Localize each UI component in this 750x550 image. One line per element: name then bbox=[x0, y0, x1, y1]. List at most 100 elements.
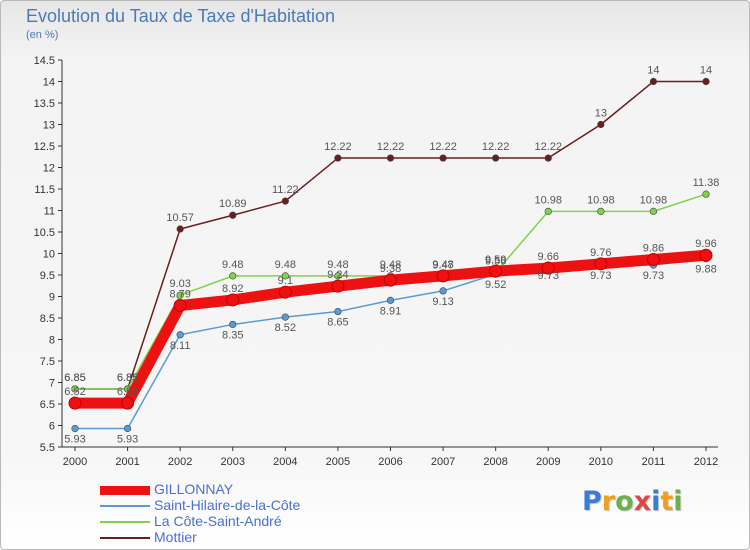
data-label: 9.48 bbox=[327, 259, 348, 271]
x-tick-label: 2005 bbox=[326, 456, 350, 468]
y-tick-label: 13.5 bbox=[34, 98, 55, 110]
data-point bbox=[176, 291, 184, 299]
x-tick-label: 2003 bbox=[221, 456, 245, 468]
data-label: 9.48 bbox=[432, 259, 453, 271]
logo-letter: r bbox=[601, 486, 616, 517]
data-point bbox=[384, 273, 397, 287]
x-tick-label: 2012 bbox=[694, 456, 718, 468]
data-point bbox=[439, 154, 447, 162]
legend-swatch bbox=[100, 537, 150, 539]
data-label: 10.57 bbox=[166, 212, 194, 224]
data-point bbox=[702, 190, 710, 198]
data-label: 9.66 bbox=[538, 251, 559, 263]
data-point bbox=[334, 154, 342, 162]
y-tick-label: 12 bbox=[43, 163, 55, 175]
data-label: 9.96 bbox=[695, 238, 716, 250]
data-label: 12.22 bbox=[534, 141, 562, 153]
legend-label: Saint-Hilaire-de-la-Côte bbox=[154, 497, 301, 513]
logo-letter: P bbox=[582, 486, 602, 517]
data-point bbox=[597, 120, 605, 129]
x-tick-label: 2004 bbox=[273, 456, 297, 468]
x-tick-label: 2000 bbox=[63, 456, 87, 468]
x-tick-label: 2010 bbox=[589, 456, 613, 468]
data-point bbox=[71, 424, 79, 433]
y-tick-label: 8.5 bbox=[40, 313, 55, 325]
y-tick-label: 5.5 bbox=[40, 442, 55, 454]
data-label: 8.92 bbox=[222, 283, 243, 295]
data-label: 11.22 bbox=[272, 184, 299, 196]
data-point bbox=[229, 272, 237, 280]
data-label: 10.98 bbox=[587, 194, 615, 206]
y-tick-label: 9 bbox=[49, 292, 55, 304]
data-point bbox=[123, 424, 132, 433]
legend-swatch bbox=[100, 521, 150, 523]
x-tick-label: 2007 bbox=[431, 456, 455, 468]
logo-letter: i bbox=[673, 486, 683, 517]
data-label: 9.76 bbox=[590, 247, 611, 259]
data-label: 8.65 bbox=[327, 317, 348, 329]
data-label: 6.52 bbox=[64, 386, 85, 398]
data-label: 8.35 bbox=[222, 329, 243, 341]
data-label: 9.86 bbox=[643, 243, 664, 255]
data-point bbox=[278, 285, 292, 299]
x-tick-label: 2008 bbox=[483, 456, 507, 468]
y-tick-label: 6.5 bbox=[40, 399, 55, 411]
logo-letter: x bbox=[633, 486, 652, 517]
data-label: 9.03 bbox=[169, 278, 190, 290]
data-point bbox=[173, 299, 187, 313]
proxiti-logo: Proxiti bbox=[582, 486, 683, 517]
data-point bbox=[386, 154, 395, 162]
data-point bbox=[649, 207, 658, 215]
data-label: 8.11 bbox=[170, 340, 191, 352]
data-label: 9.47 bbox=[432, 259, 453, 271]
logo-letter: o bbox=[615, 486, 634, 517]
data-label: 9.73 bbox=[590, 270, 611, 282]
y-tick-label: 11.5 bbox=[34, 184, 55, 196]
legend-label: Mottier bbox=[154, 529, 197, 545]
x-tick-label: 2011 bbox=[642, 456, 666, 468]
chart-title: Evolution du Taux de Taxe d'Habitation bbox=[26, 6, 335, 26]
data-label: 10.89 bbox=[219, 198, 247, 210]
data-label: 9.48 bbox=[222, 259, 243, 271]
y-tick-label: 14.5 bbox=[34, 55, 55, 67]
data-label: 6.85 bbox=[64, 372, 85, 384]
y-tick-label: 11 bbox=[44, 206, 55, 218]
data-label: 8.79 bbox=[169, 289, 190, 301]
legend-swatch bbox=[100, 485, 150, 495]
y-tick-label: 9.5 bbox=[40, 270, 55, 282]
data-label: 14 bbox=[647, 65, 659, 77]
data-label: 6.85 bbox=[117, 372, 138, 384]
data-point bbox=[544, 154, 552, 162]
y-tick-label: 10 bbox=[43, 249, 55, 261]
chart-unit: (en %) bbox=[26, 29, 59, 41]
y-tick-label: 14 bbox=[43, 77, 55, 89]
data-label: 9.56 bbox=[485, 255, 506, 267]
data-point bbox=[489, 264, 503, 278]
legend-label: GILLONNAY bbox=[154, 481, 234, 497]
data-label: 12.22 bbox=[377, 141, 405, 153]
y-tick-label: 8 bbox=[49, 335, 55, 347]
x-tick-label: 2001 bbox=[115, 456, 139, 468]
legend-label: La Côte-Saint-André bbox=[154, 513, 282, 529]
data-point bbox=[281, 272, 289, 280]
data-point bbox=[699, 248, 713, 262]
data-label: 13 bbox=[595, 108, 607, 120]
data-label: 9.24 bbox=[327, 269, 348, 281]
data-point bbox=[71, 385, 79, 393]
data-point bbox=[544, 207, 552, 215]
data-point bbox=[492, 154, 500, 162]
data-point bbox=[331, 279, 345, 293]
data-point bbox=[229, 320, 237, 329]
y-tick-label: 13 bbox=[43, 120, 55, 132]
data-label: 9.73 bbox=[643, 270, 664, 282]
data-label: 12.22 bbox=[429, 141, 457, 153]
data-point bbox=[541, 261, 555, 275]
data-label: 8.91 bbox=[380, 305, 401, 317]
data-point bbox=[226, 293, 240, 307]
data-label: 6.85 bbox=[117, 372, 138, 384]
data-point bbox=[436, 269, 450, 283]
data-label: 11.38 bbox=[693, 177, 720, 189]
data-point bbox=[281, 313, 289, 321]
